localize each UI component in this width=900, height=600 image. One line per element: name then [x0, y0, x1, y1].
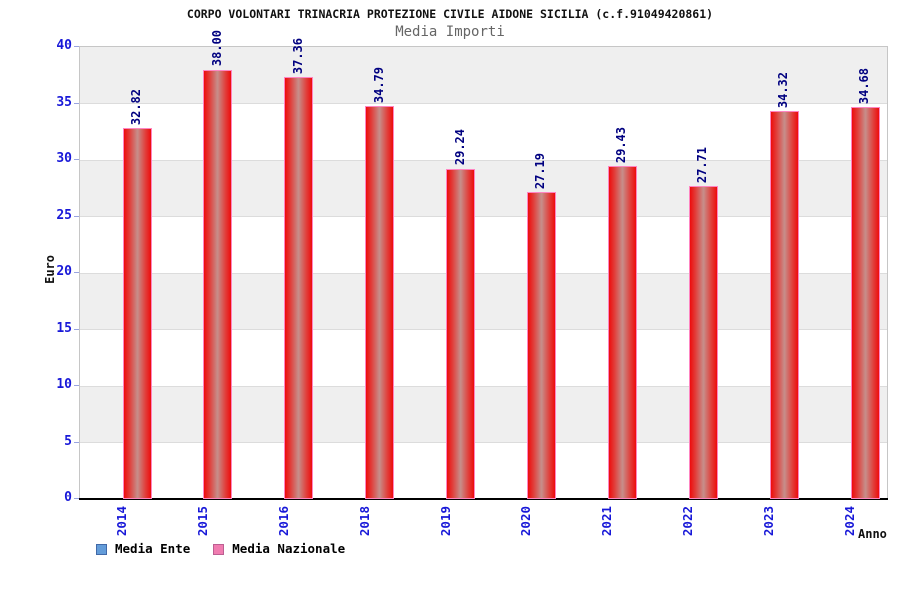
gridline: [80, 272, 887, 274]
bar-value-label: 29.24: [452, 129, 467, 166]
chart-subtitle: Media Importi: [395, 24, 505, 40]
y-tick-label: 30: [56, 151, 72, 166]
y-tick-mark: [74, 385, 79, 386]
x-tick-label: 2023: [761, 506, 777, 537]
gridline: [80, 103, 887, 104]
y-tick-label: 35: [56, 94, 72, 110]
y-tick-mark: [74, 46, 79, 47]
media-nazionale-swatch-icon: [213, 543, 225, 555]
bar-value-label: 34.68: [857, 68, 871, 105]
x-tick-label: 2024: [842, 506, 857, 537]
y-tick-mark: [74, 328, 79, 330]
x-tick-label: 2014: [114, 506, 129, 537]
legend-item-media-ente: Media Ente: [96, 542, 190, 556]
y-tick-mark: [74, 441, 79, 443]
gridline: [80, 329, 887, 330]
bar-value-label: 27.19: [533, 152, 548, 189]
bar: [688, 185, 718, 499]
bar-value-label: 34.32: [776, 72, 791, 109]
y-tick-mark: [74, 272, 79, 273]
y-tick-mark: [74, 159, 79, 160]
x-tick-label: 2019: [437, 506, 453, 537]
x-tick-label: 2016: [275, 506, 291, 537]
x-axis-title: Anno: [858, 527, 887, 541]
x-tick-label: 2015: [194, 506, 210, 537]
plot-area: 32.82 38.00 37.36 34.79 29.24 27.19 29.43 27.71…: [79, 30, 888, 500]
y-tick-label: 20: [56, 264, 72, 279]
bar-value-label: 32.82: [129, 89, 143, 126]
bar: [446, 168, 476, 499]
bar: [122, 128, 152, 499]
y-tick-label: 10: [56, 377, 72, 392]
bar: [365, 105, 395, 499]
y-tick-mark: [74, 498, 79, 499]
y-tick-label: 25: [56, 207, 72, 223]
y-tick-label: 15: [56, 320, 72, 336]
gridline: [80, 159, 887, 161]
x-tick-label: 2018: [356, 506, 372, 537]
gridline: [80, 385, 887, 387]
legend-label: Media Nazionale: [232, 541, 346, 556]
y-tick-label: 40: [56, 38, 72, 53]
bar: [526, 191, 556, 499]
x-tick-label: 2022: [680, 506, 696, 537]
x-tick-label: 2020: [518, 506, 534, 537]
chart-title: CORPO VOLONTARI TRINACRIA PROTEZIONE CIV…: [186, 7, 714, 21]
x-axis-line: [79, 498, 888, 500]
bar: [203, 69, 233, 499]
bar: [850, 107, 880, 499]
y-tick-mark: [74, 102, 79, 104]
media-ente-swatch-icon: [96, 543, 107, 555]
y-tick-label: 0: [64, 490, 72, 505]
legend-item-media-nazionale: Media Nazionale: [213, 542, 345, 556]
y-axis-title: Euro: [43, 255, 57, 284]
bar: [607, 166, 637, 499]
bar-value-label: 37.36: [290, 37, 305, 74]
bar-value-label: 27.71: [695, 146, 710, 183]
gridline: [80, 442, 887, 443]
bar: [284, 76, 314, 499]
legend: Media Ente Media Nazionale: [96, 542, 368, 556]
y-tick-label: 5: [64, 433, 72, 449]
legend-label: Media Ente: [115, 541, 191, 556]
gridline: [80, 216, 887, 217]
y-tick-mark: [74, 215, 79, 217]
x-tick-label: 2021: [599, 506, 615, 537]
bar: [769, 111, 799, 499]
bar-value-label: 29.43: [614, 127, 629, 164]
bar-value-label: 34.79: [371, 66, 386, 103]
bar-value-label: 38.00: [209, 30, 224, 67]
